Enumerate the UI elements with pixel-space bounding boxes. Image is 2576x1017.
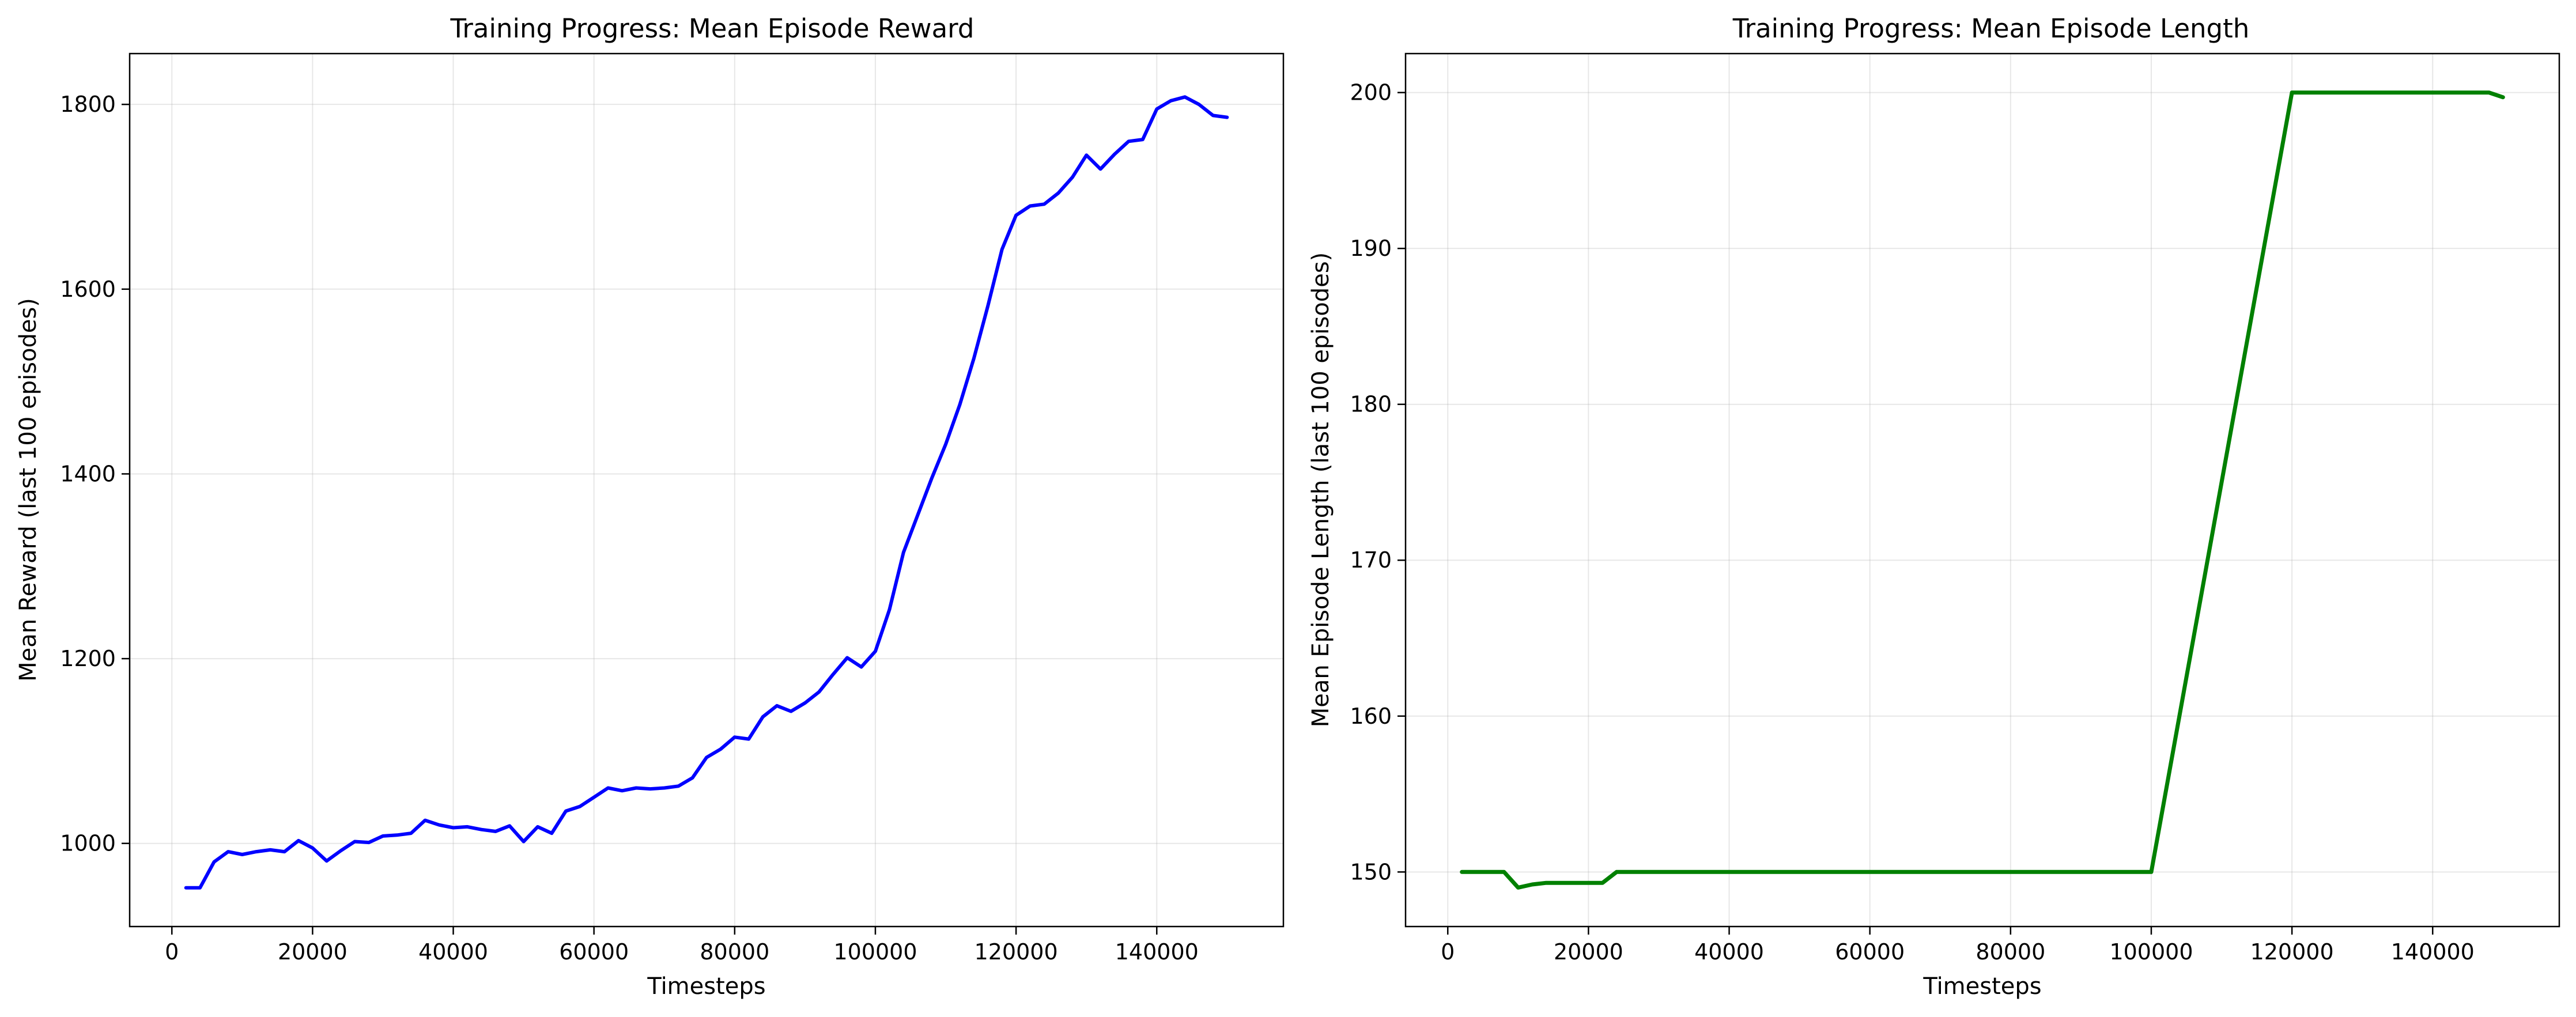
length-x-tick-label: 20000: [1554, 939, 1623, 965]
reward-x-tick-label: 120000: [975, 939, 1058, 965]
length-chart-title: Training Progress: Mean Episode Length: [1732, 13, 2250, 44]
length-plot-frame: [1404, 52, 2560, 928]
reward-y-tick-label: 1400: [60, 461, 116, 486]
length-chart: Training Progress: Mean Episode Length 0…: [1308, 13, 2560, 1000]
length-x-tick-label: 60000: [1835, 939, 1905, 965]
length-x-tick-label: 140000: [2391, 939, 2475, 965]
length-y-tick-label: 190: [1350, 236, 1392, 261]
reward-x-tick-label: 80000: [700, 939, 769, 965]
reward-y-tick-label: 1600: [60, 277, 116, 302]
reward-plot-frame: [129, 52, 1285, 928]
reward-x-tick-label: 60000: [559, 939, 629, 965]
length-y-tick-label: 150: [1350, 859, 1392, 884]
reward-x-axis-label: Timesteps: [647, 973, 765, 1000]
reward-x-tick-label: 140000: [1115, 939, 1199, 965]
reward-chart: Training Progress: Mean Episode Reward 0…: [15, 13, 1285, 1000]
reward-chart-title: Training Progress: Mean Episode Reward: [450, 13, 975, 44]
reward-series-line: [184, 95, 1229, 890]
length-x-axis-label: Timesteps: [1922, 973, 2041, 1000]
length-y-tick-label: 160: [1350, 704, 1392, 729]
reward-x-tick-label: 20000: [278, 939, 348, 965]
length-y-tick-label: 200: [1350, 80, 1392, 105]
length-x-tick-label: 120000: [2250, 939, 2334, 965]
reward-x-tick-label: 40000: [418, 939, 488, 965]
length-x-tick-label: 100000: [2109, 939, 2193, 965]
length-x-tick-label: 0: [1441, 939, 1455, 965]
reward-x-tick-label: 0: [165, 939, 179, 965]
reward-y-tick-label: 1000: [60, 831, 116, 856]
length-y-tick-label: 170: [1350, 547, 1392, 573]
length-x-tick-label: 80000: [1976, 939, 2045, 965]
reward-y-tick-label: 1800: [60, 92, 116, 117]
length-x-tick-label: 40000: [1694, 939, 1764, 965]
length-series-line: [1460, 90, 2505, 890]
reward-y-axis-label: Mean Reward (last 100 episodes): [15, 298, 41, 682]
length-y-tick-label: 180: [1350, 392, 1392, 417]
reward-y-tick-label: 1200: [60, 646, 116, 671]
length-y-axis-label: Mean Episode Length (last 100 episodes): [1308, 252, 1334, 728]
reward-x-tick-label: 100000: [833, 939, 917, 965]
